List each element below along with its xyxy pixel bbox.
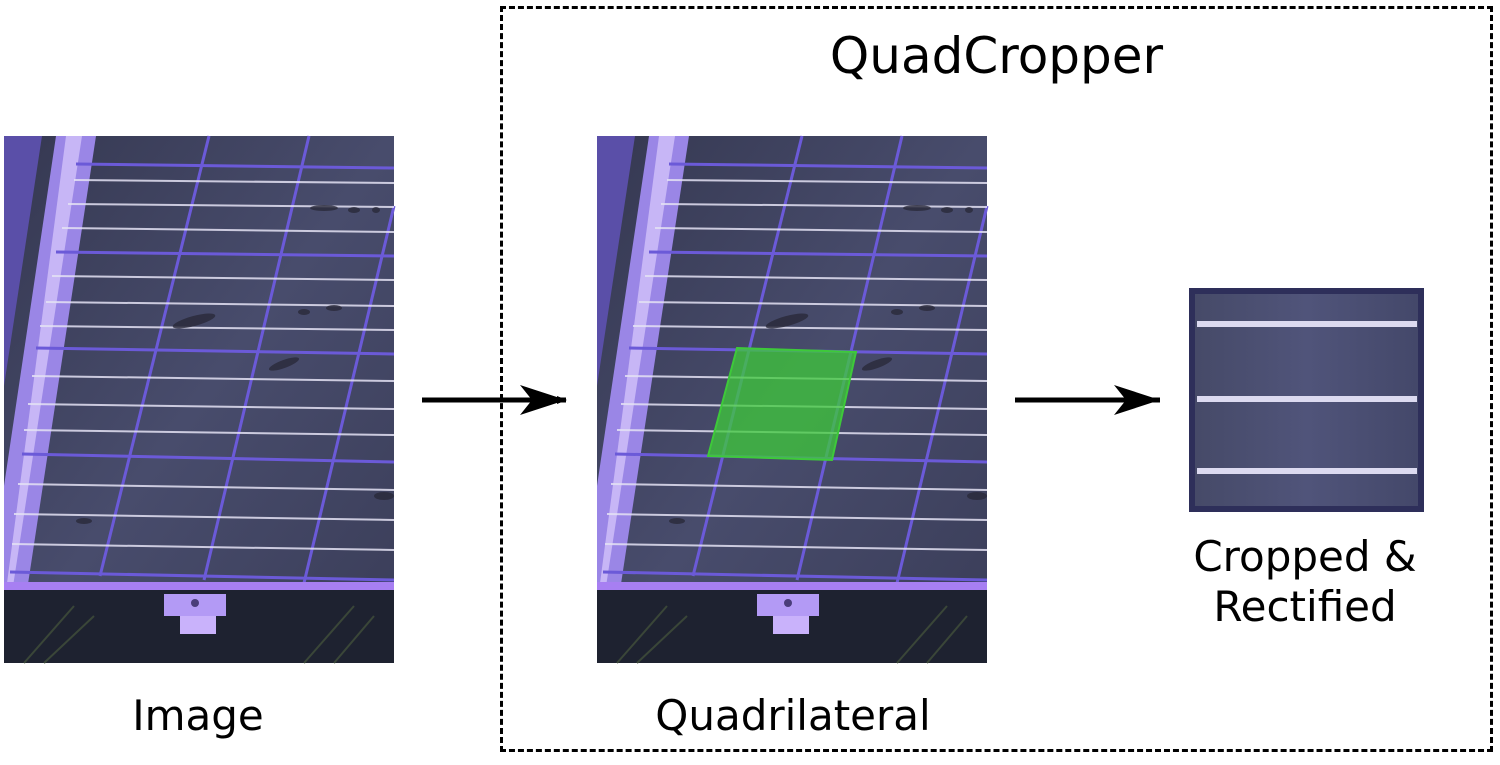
arrowhead-1	[520, 385, 566, 415]
output-label: Cropped & Rectified	[1193, 532, 1417, 631]
quadrilateral-image	[595, 134, 989, 665]
quadcropper-title: QuadCropper	[829, 27, 1164, 85]
input-image-label: Image	[132, 691, 264, 740]
quadrilateral-highlight	[706, 346, 858, 462]
quadrilateral-label: Quadrilateral	[655, 691, 931, 740]
arrowhead-2	[1114, 385, 1160, 415]
cropped-cell-image	[1189, 288, 1424, 512]
quadcropper-box	[500, 6, 1493, 752]
input-image	[2, 134, 396, 665]
